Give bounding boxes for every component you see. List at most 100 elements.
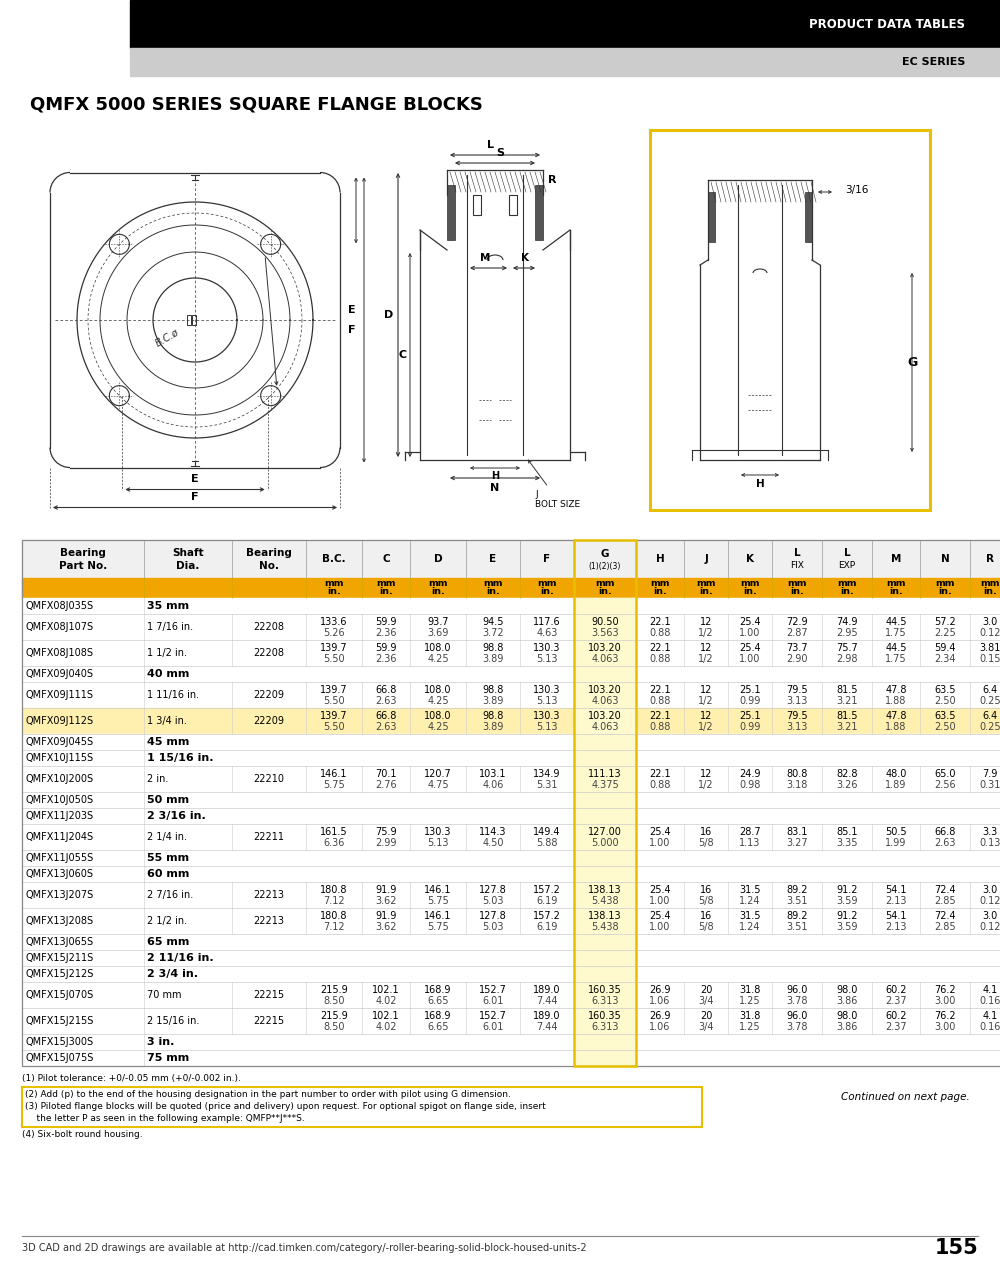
Text: 26.9: 26.9 — [649, 986, 671, 995]
Bar — [574, 908, 636, 934]
Text: 3.0: 3.0 — [982, 884, 998, 895]
Text: 96.0: 96.0 — [786, 986, 808, 995]
Text: in.: in. — [983, 588, 997, 596]
Text: R: R — [986, 554, 994, 564]
Text: 1.25: 1.25 — [739, 1021, 761, 1032]
Bar — [22, 792, 1000, 808]
Text: 98.0: 98.0 — [836, 1011, 858, 1021]
Text: QMFX15J211S: QMFX15J211S — [25, 954, 93, 963]
Text: 60.2: 60.2 — [885, 986, 907, 995]
Text: 5.88: 5.88 — [536, 838, 558, 847]
Text: in.: in. — [743, 588, 757, 596]
Text: B.C.: B.C. — [322, 554, 346, 564]
Text: 117.6: 117.6 — [533, 617, 561, 627]
Text: 3.0: 3.0 — [982, 617, 998, 627]
Text: mm: mm — [886, 579, 906, 588]
Text: 4.63: 4.63 — [536, 628, 558, 637]
Text: in.: in. — [790, 588, 804, 596]
Text: 3.72: 3.72 — [482, 628, 504, 637]
Text: 20: 20 — [700, 1011, 712, 1021]
Text: 66.8: 66.8 — [934, 827, 956, 837]
Text: 189.0: 189.0 — [533, 986, 561, 995]
Bar — [22, 666, 1000, 682]
Text: mm: mm — [740, 579, 760, 588]
Text: 1.06: 1.06 — [649, 996, 671, 1006]
Text: 0.99: 0.99 — [739, 722, 761, 732]
Text: 1/2: 1/2 — [698, 722, 714, 732]
Text: 139.7: 139.7 — [320, 710, 348, 721]
Text: 3.21: 3.21 — [836, 696, 858, 707]
Text: mm: mm — [935, 579, 955, 588]
Text: 25.4: 25.4 — [649, 884, 671, 895]
Text: 82.8: 82.8 — [836, 769, 858, 780]
Text: QMFX15J212S: QMFX15J212S — [25, 969, 93, 979]
Bar — [574, 824, 636, 850]
Text: 3.26: 3.26 — [836, 780, 858, 790]
Text: 45 mm: 45 mm — [147, 737, 189, 748]
Bar — [574, 708, 636, 733]
Bar — [574, 765, 636, 792]
Text: 79.5: 79.5 — [786, 685, 808, 695]
Bar — [192, 315, 196, 325]
Text: in.: in. — [653, 588, 667, 596]
Text: 1 7/16 in.: 1 7/16 in. — [147, 622, 193, 632]
Text: 1.06: 1.06 — [649, 1021, 671, 1032]
Text: 3.00: 3.00 — [934, 996, 956, 1006]
Text: 0.12: 0.12 — [979, 896, 1000, 906]
Text: 2.90: 2.90 — [786, 654, 808, 664]
Bar — [574, 882, 636, 908]
Text: 102.1: 102.1 — [372, 1011, 400, 1021]
Text: 12: 12 — [700, 769, 712, 780]
Text: 50.5: 50.5 — [885, 827, 907, 837]
Bar — [22, 824, 1000, 850]
Text: 2.87: 2.87 — [786, 628, 808, 637]
Text: 5/8: 5/8 — [698, 896, 714, 906]
Text: 98.8: 98.8 — [482, 710, 504, 721]
Text: in.: in. — [699, 588, 713, 596]
Text: Shaft: Shaft — [172, 548, 204, 558]
Text: 4.063: 4.063 — [591, 696, 619, 707]
Text: 103.20: 103.20 — [588, 685, 622, 695]
Text: QMFX13J060S: QMFX13J060S — [25, 869, 93, 879]
Text: 22215: 22215 — [253, 989, 285, 1000]
Text: 1.00: 1.00 — [649, 896, 671, 906]
Bar — [805, 192, 812, 242]
Text: 2.50: 2.50 — [934, 722, 956, 732]
Text: 60 mm: 60 mm — [147, 869, 189, 879]
Text: 22211: 22211 — [254, 832, 285, 842]
Text: 12: 12 — [700, 643, 712, 653]
Text: 3.89: 3.89 — [482, 696, 504, 707]
Text: EC SERIES: EC SERIES — [902, 58, 965, 67]
Text: E: E — [348, 305, 356, 315]
Bar — [574, 1050, 636, 1066]
Text: 3.89: 3.89 — [482, 654, 504, 664]
Text: 152.7: 152.7 — [479, 986, 507, 995]
Text: mm: mm — [837, 579, 857, 588]
Text: 155: 155 — [934, 1238, 978, 1258]
Text: 1.00: 1.00 — [649, 922, 671, 932]
Text: 2 3/16 in.: 2 3/16 in. — [147, 812, 206, 820]
Text: 1.00: 1.00 — [739, 654, 761, 664]
Text: 5.000: 5.000 — [591, 838, 619, 847]
Text: 24.9: 24.9 — [739, 769, 761, 780]
Bar — [574, 666, 636, 682]
Text: 22208: 22208 — [254, 622, 285, 632]
Text: 2.85: 2.85 — [934, 896, 956, 906]
Text: 2.99: 2.99 — [375, 838, 397, 847]
Text: 5/8: 5/8 — [698, 838, 714, 847]
Text: 7.44: 7.44 — [536, 996, 558, 1006]
Text: QMFX15J300S: QMFX15J300S — [25, 1037, 93, 1047]
Text: 5.03: 5.03 — [482, 896, 504, 906]
Text: 0.12: 0.12 — [979, 922, 1000, 932]
Text: 54.1: 54.1 — [885, 884, 907, 895]
Bar — [22, 1009, 1000, 1034]
Text: QMFX15J075S: QMFX15J075S — [25, 1053, 93, 1062]
Text: 108.0: 108.0 — [424, 710, 452, 721]
Text: 2.63: 2.63 — [934, 838, 956, 847]
Text: 0.88: 0.88 — [649, 722, 671, 732]
Bar — [22, 540, 1000, 1066]
Text: 31.8: 31.8 — [739, 1011, 761, 1021]
Text: 25.4: 25.4 — [649, 911, 671, 922]
Text: 5.13: 5.13 — [536, 722, 558, 732]
Text: 4.02: 4.02 — [375, 1021, 397, 1032]
